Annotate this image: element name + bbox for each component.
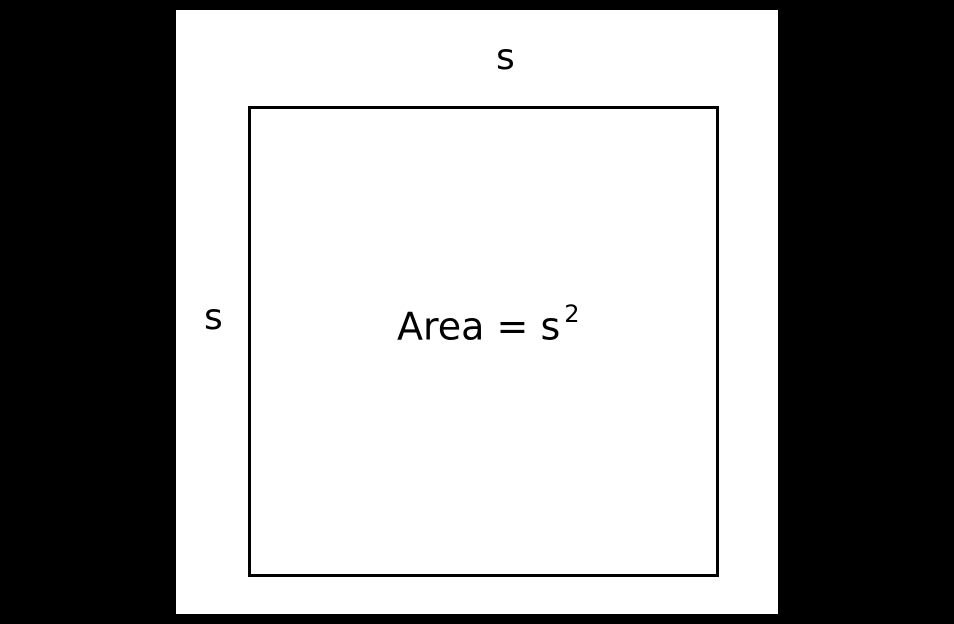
area-formula-text: Area = s [397, 304, 561, 349]
top-side-label: s [496, 37, 515, 78]
square-shape [248, 106, 719, 577]
area-exponent: 2 [564, 300, 580, 328]
left-side-label: s [204, 297, 223, 338]
